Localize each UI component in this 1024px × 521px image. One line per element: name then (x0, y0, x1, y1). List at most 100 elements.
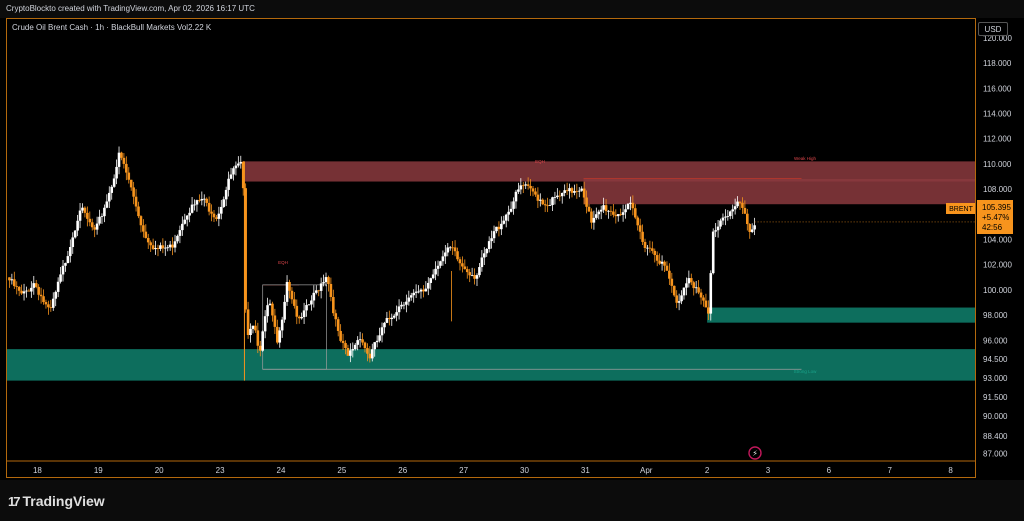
candle-body (144, 231, 148, 238)
candle-body (363, 342, 367, 349)
tradingview-logo[interactable]: 17 TradingView (8, 493, 105, 509)
candle-body (334, 313, 338, 320)
candle-body (733, 206, 737, 210)
candle-body (246, 309, 250, 336)
candle-body (439, 261, 442, 266)
logo-text: TradingView (22, 493, 105, 509)
candle-body (390, 317, 394, 320)
currency-button[interactable]: USD (978, 22, 1008, 36)
candle-body (575, 191, 579, 192)
candlestick-chart[interactable]: EQH Weak High EQH Strong Low 120.000 118.000 1… (0, 0, 1024, 480)
candle-body (319, 283, 323, 291)
candle-body (188, 212, 191, 216)
candle-body (310, 300, 313, 305)
candle-body (110, 186, 114, 193)
y-tick-label: 120.000 (983, 34, 1012, 43)
candle-body (677, 301, 681, 303)
x-tick-label: 19 (94, 466, 103, 475)
candle-body (653, 250, 657, 256)
candle-body (651, 248, 654, 251)
candle-body (497, 226, 501, 230)
candle-body (237, 163, 240, 166)
candle-body (283, 301, 286, 320)
candle-body (648, 247, 652, 249)
candle-body (51, 298, 55, 308)
candle-body (127, 172, 131, 180)
candle-body (258, 345, 262, 351)
candle-body (609, 210, 613, 212)
eqh-label: EQH (535, 159, 545, 164)
symbol-info: Crude Oil Brent Cash · 1h · BlackBull Ma… (12, 23, 212, 32)
candle-body (346, 348, 350, 356)
candle-body (198, 200, 201, 201)
candle-body (434, 268, 437, 275)
candle-body (215, 217, 218, 219)
candle-body (132, 187, 135, 197)
candle-body (95, 223, 99, 230)
candle-body (646, 247, 649, 249)
candle-body (358, 339, 362, 341)
candle-body (32, 283, 36, 288)
candle-body (83, 207, 87, 213)
candle-body (232, 168, 235, 175)
candle-body (98, 216, 101, 224)
x-tick-label: 30 (520, 466, 529, 475)
candle-body (295, 305, 299, 317)
candle-body (76, 220, 79, 231)
candle-body (202, 198, 206, 200)
candle-body (702, 297, 705, 301)
candle-body (134, 196, 138, 207)
candle-body (378, 335, 381, 341)
candle-body (54, 291, 58, 299)
x-tick-label: 6 (827, 466, 832, 475)
candle-body (402, 304, 406, 306)
ticker-tag-bg (946, 203, 976, 214)
y-tick-label: 112.000 (983, 135, 1012, 144)
candle-body (15, 286, 19, 287)
candle-body (465, 269, 469, 273)
supply-zone-1 (583, 179, 975, 205)
candle-body (655, 255, 659, 261)
demand-zone-3 (7, 349, 975, 381)
candle-body (327, 277, 330, 284)
candle-body (604, 205, 608, 212)
candle-body (697, 287, 700, 293)
candle-body (750, 229, 754, 232)
candle-body (641, 231, 644, 242)
candle-body (349, 350, 352, 356)
candle-body (636, 217, 640, 226)
candle-body (280, 319, 284, 331)
candle-body (487, 241, 491, 249)
price-change: +5.47% (982, 213, 1009, 222)
candle-body (69, 247, 72, 257)
candle-body (624, 209, 627, 213)
y-tick-label: 91.500 (983, 393, 1008, 402)
candle-body (168, 244, 172, 248)
candle-body (726, 216, 730, 217)
strong-low-box (262, 284, 327, 370)
candle-body (64, 263, 67, 266)
y-tick-label: 108.000 (983, 185, 1012, 194)
candle-body (154, 248, 157, 250)
candle-body (42, 296, 45, 303)
candle-body (512, 201, 515, 209)
candle-body (27, 290, 31, 292)
candle-body (672, 285, 676, 296)
chart-header-bar: CryptoBlockto created with TradingView.c… (0, 0, 1024, 18)
candle-body (699, 292, 703, 298)
candle-body (422, 289, 425, 292)
candle-body (444, 252, 447, 257)
candle-body (161, 245, 165, 249)
event-marker-icon[interactable] (748, 446, 762, 460)
candle-body (103, 207, 106, 217)
y-tick-label: 93.000 (983, 374, 1008, 383)
candle-body (312, 292, 316, 301)
y-tick-label: 118.000 (983, 59, 1012, 68)
x-tick-label: 8 (948, 466, 953, 475)
candle-body (383, 322, 386, 328)
candle-body (137, 206, 140, 217)
candle-body (314, 290, 318, 293)
price-tag-bg (977, 200, 1013, 234)
candle-body (273, 315, 277, 327)
candle-body (602, 205, 605, 210)
